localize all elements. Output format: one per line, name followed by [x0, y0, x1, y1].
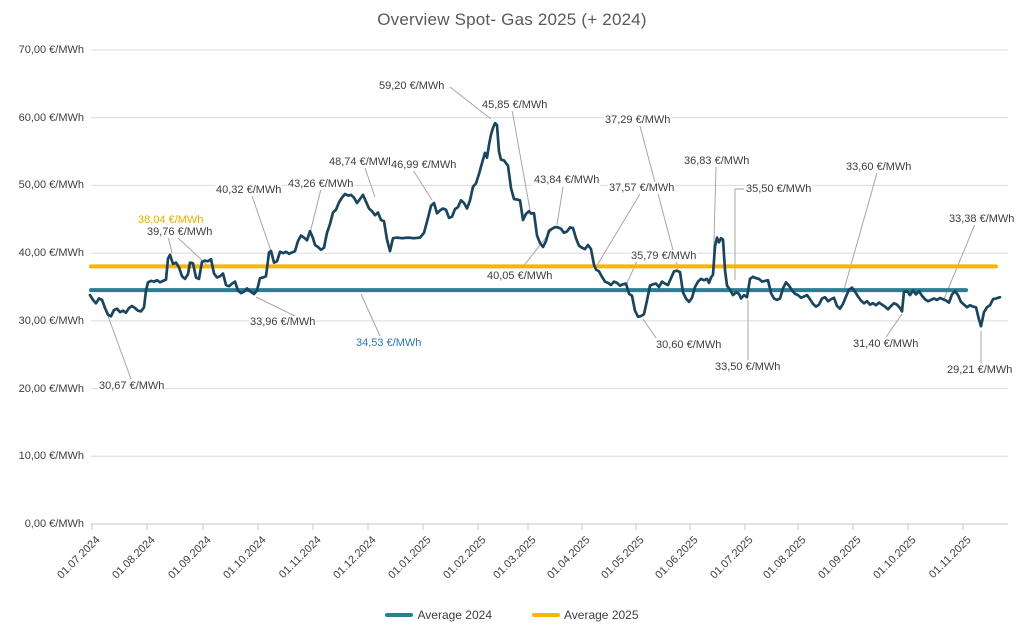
data-label: 38,04 €/MWh: [137, 214, 205, 226]
spot-price-series-line: [88, 121, 1002, 328]
y-axis-label: 30,00 €/MWh: [18, 314, 84, 327]
legend-item-average-2024: Average 2024: [385, 608, 492, 622]
data-label: 31,40 €/MWh: [852, 338, 920, 350]
data-label: 39,76 €/MWh: [146, 226, 214, 238]
data-label: 33,96 €/MWh: [249, 316, 317, 328]
annotation-leader-line: [449, 86, 492, 120]
annotation-leader-line: [595, 193, 641, 268]
legend-item-average-2025: Average 2025: [532, 608, 639, 622]
annotation-leader-line: [511, 109, 531, 211]
annotation-leader-line: [521, 225, 556, 269]
data-label: 37,29 €/MWh: [604, 114, 672, 126]
data-label: 30,67 €/MWh: [98, 380, 166, 392]
y-axis-label: 20,00 €/MWh: [18, 382, 84, 395]
annotation-leader-line: [556, 186, 564, 226]
annotation-leader-line: [308, 188, 322, 238]
data-label: 30,60 €/MWh: [655, 339, 723, 351]
annotation-leader-line: [107, 315, 132, 380]
data-label: 36,83 €/MWh: [683, 155, 751, 167]
y-axis-label: 40,00 €/MWh: [18, 247, 84, 260]
y-axis-label: 10,00 €/MWh: [18, 450, 84, 463]
legend-swatch-average-2024-line: [385, 613, 414, 617]
annotation-leader-line: [255, 296, 298, 318]
y-axis-label: 50,00 €/MWh: [18, 179, 84, 192]
legend-label-average-2024: Average 2024: [417, 608, 492, 622]
annotation-leader-line: [364, 167, 376, 198]
data-label: 46,99 €/MWh: [390, 159, 458, 171]
legend-swatch-average-2025-line: [532, 613, 560, 617]
data-label: 59,20 €/MWh: [378, 80, 446, 92]
data-label: 34,53 €/MWh: [355, 337, 423, 349]
y-axis-label: 0,00 €/MWh: [24, 518, 84, 530]
annotation-leader-line: [412, 169, 433, 201]
data-label: 40,32 €/MWh: [215, 184, 283, 196]
data-label: 48,74 €/MWh: [328, 156, 396, 168]
annotation-leader-line: [734, 188, 744, 280]
chart-title: Overview Spot- Gas 2025 (+ 2024): [377, 10, 647, 29]
data-label: 33,38 €/MWh: [948, 213, 1016, 225]
data-label: 29,21 €/MWh: [946, 364, 1014, 376]
legend: Average 2024 Average 2025: [0, 608, 1024, 622]
annotation-leader-line: [251, 195, 272, 252]
annotation-leader-line: [167, 235, 173, 254]
data-label: 35,79 €/MWh: [630, 250, 698, 262]
legend-label-average-2025: Average 2025: [564, 608, 639, 622]
data-label: 45,85 €/MWh: [481, 99, 549, 111]
annotation-leader-line: [842, 172, 878, 294]
data-label: 33,60 €/MWh: [845, 161, 913, 173]
annotation-leader-line: [642, 318, 657, 339]
annotation-leader-line: [360, 293, 381, 337]
data-label: 33,50 €/MWh: [714, 361, 782, 373]
annotation-leader-line: [639, 125, 679, 270]
y-axis-label: 60,00 €/MWh: [18, 111, 84, 124]
annotation-leader-line: [626, 260, 638, 284]
annotation-leader-line: [885, 313, 903, 338]
data-label: 40,05 €/MWh: [486, 270, 554, 282]
y-axis-label: 70,00 €/MWh: [18, 44, 84, 56]
annotation-leader-line: [943, 223, 976, 300]
data-label: 43,26 €/MWh: [287, 178, 355, 190]
data-label: 43,84 €/MWh: [533, 174, 601, 186]
data-label: 37,57 €/MWh: [608, 182, 676, 194]
data-label: 35,50 €/MWh: [745, 183, 813, 195]
